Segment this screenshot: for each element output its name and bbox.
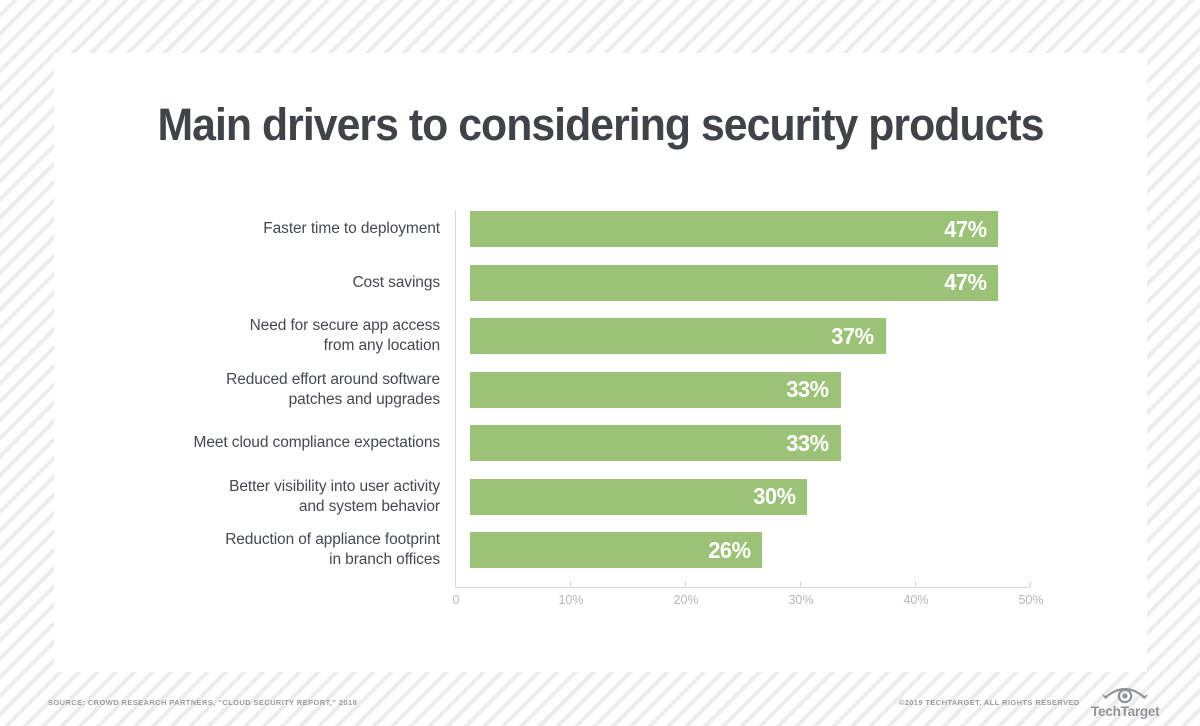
category-label: Cost savings [352,273,440,291]
bar: 37% [470,318,886,354]
x-axis-tick-mark [800,581,801,587]
bar-value-label: 26% [707,536,751,563]
x-axis-tick-label: 10% [558,593,584,607]
category-label: Faster time to deployment [263,220,440,237]
x-axis-tick-label: 0 [452,593,460,607]
chart-title: Main drivers to considering security pro… [157,99,1044,150]
x-axis-tick-label: 20% [673,593,699,607]
techtarget-eye-icon [1102,687,1148,704]
copyright-text: ©2019 TECHTARGET. ALL RIGHTS RESERVED [898,697,1080,707]
bar-value-label: 37% [831,322,875,349]
bar-value-label: 47% [943,215,987,242]
category-label: Reduction of appliance footprint in branc… [225,531,440,568]
bar: 33% [470,425,841,461]
bar-chart: Faster time to deployment Cost savings Nee… [54,210,1147,630]
bar-value-label: 33% [786,376,830,402]
category-label: Meet cloud compliance expectations [193,434,441,451]
bar-value-label: 33% [786,429,830,456]
chart-card: Main drivers to considering security pro… [54,53,1147,672]
x-axis-tick-mark [1030,581,1031,587]
footer-right: ©2019 TECHTARGET. ALL RIGHTS RESERVED Te… [898,687,1160,718]
footer: SOURCE: CROWD RESEARCH PARTNERS, “CLOUD … [0,672,1200,726]
bar: 26% [470,532,763,568]
category-label: Need for secure app access from any locat… [249,317,441,354]
category-labels-column: Faster time to deployment Cost savings Nee… [54,210,441,624]
category-label: Reduced effort around software patches an… [226,370,440,408]
x-axis-tick-label: 50% [1018,593,1044,607]
bar-value-label: 47% [943,269,987,295]
x-axis-tick-mark [685,581,686,587]
bar: 47% [470,211,999,247]
source-credit: SOURCE: CROWD RESEARCH PARTNERS, “CLOUD … [48,697,358,707]
plot-area: 47% 47% 37% 33% 33% 30% 26% 0 10% 20% 30% 40% 50% [453,210,1044,607]
x-axis-tick-mark [570,581,571,587]
techtarget-logo-text: TechTarget [1090,703,1160,719]
x-axis-tick-label: 40% [903,593,929,607]
bar: 33% [470,371,841,408]
x-axis-tick-mark [915,581,916,587]
x-axis-tick-label: 30% [788,593,814,607]
bar: 47% [470,264,999,301]
bar: 30% [470,478,808,515]
category-label: Better visibility into user activity and … [229,477,440,515]
techtarget-logo: TechTarget [1090,683,1160,719]
bar-value-label: 30% [752,483,796,509]
